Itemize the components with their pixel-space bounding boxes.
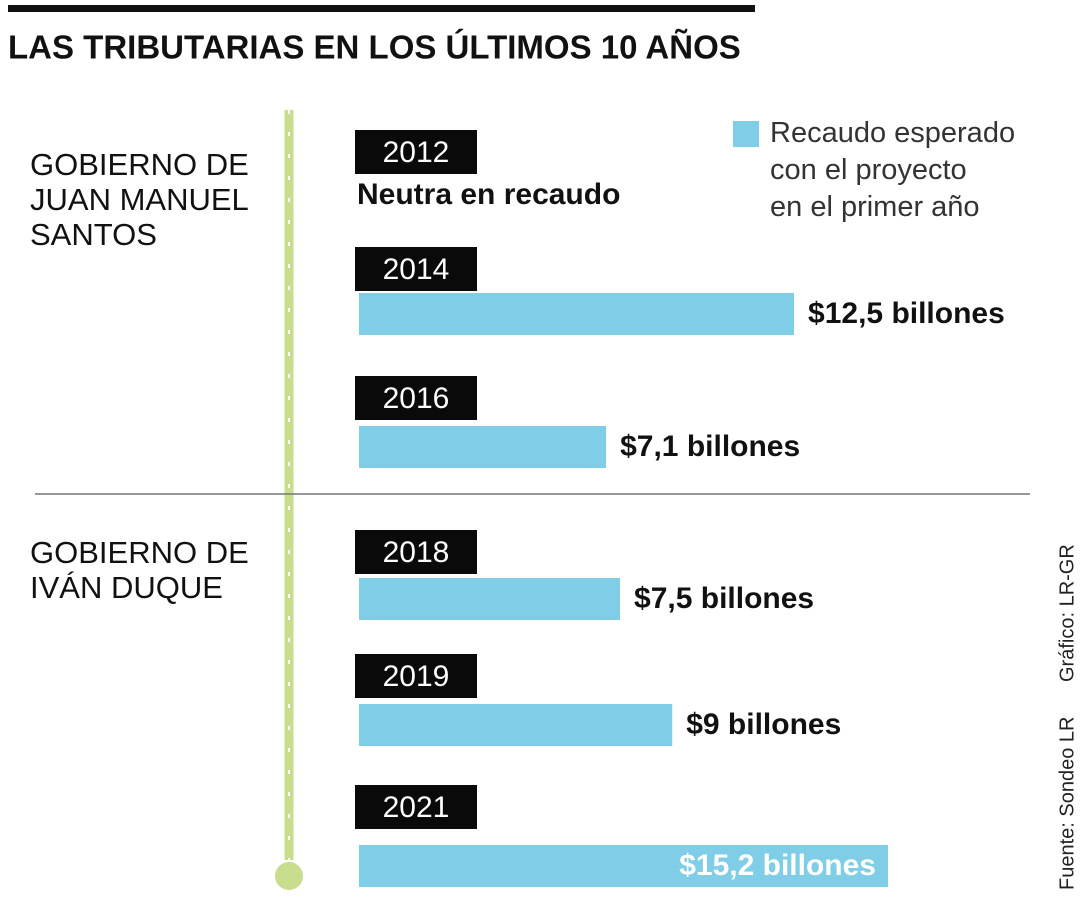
year-label: 2018: [383, 536, 450, 569]
value-label: $9 billones: [686, 708, 841, 741]
year-label: 2012: [383, 136, 450, 169]
top-rule: [8, 5, 755, 12]
year-box: [355, 530, 477, 574]
year-box: [355, 376, 477, 420]
group-label: GOBIERNO DE JUAN MANUEL SANTOS: [30, 147, 249, 252]
chart-title: LAS TRIBUTARIAS EN LOS ÚLTIMOS 10 AÑOS: [8, 29, 741, 66]
bar: [359, 578, 621, 620]
year-box: [355, 785, 477, 829]
group-label: GOBIERNO DE IVÁN DUQUE: [30, 535, 249, 605]
year-box: [355, 130, 477, 174]
value-label: Neutra en recaudo: [357, 178, 620, 211]
legend-swatch: [733, 121, 759, 147]
year-label: 2021: [383, 791, 450, 824]
year-label: 2016: [383, 382, 450, 415]
year-box: [355, 247, 477, 291]
credit: Gráfico: LR-GR: [1056, 544, 1078, 682]
year-label: 2014: [383, 253, 450, 286]
year-box: [355, 654, 477, 698]
timeline-end: [275, 862, 303, 890]
bar: [359, 426, 607, 468]
bar: [359, 704, 673, 746]
bar: [359, 293, 795, 335]
value-label: $7,5 billones: [634, 582, 814, 615]
value-label: $12,5 billones: [808, 297, 1005, 330]
value-label: $15,2 billones: [679, 849, 876, 882]
year-label: 2019: [383, 660, 450, 693]
value-label: $7,1 billones: [620, 430, 800, 463]
legend-label: Recaudo esperado con el proyecto en el p…: [770, 117, 1016, 223]
bar: [359, 845, 888, 887]
source: Fuente: Sondeo LR: [1056, 717, 1078, 890]
